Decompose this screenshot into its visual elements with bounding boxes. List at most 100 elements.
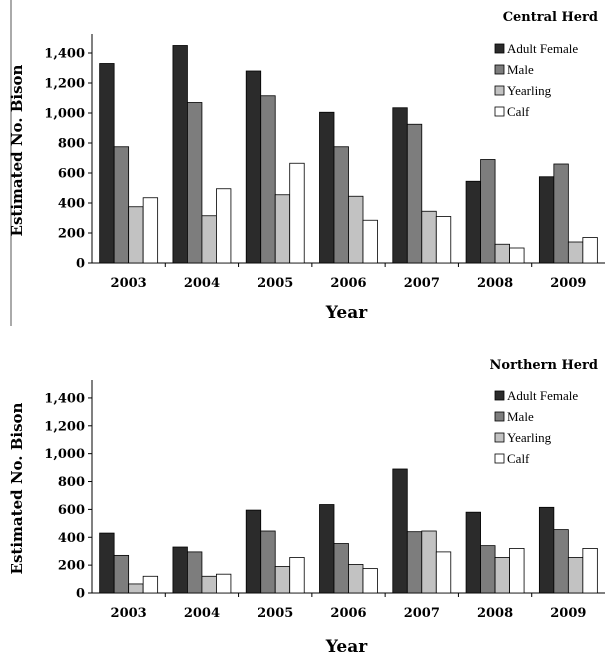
bar-male-2004: [187, 102, 203, 264]
bar-calf-2006: [362, 568, 378, 594]
bar-adult-female-2006: [319, 504, 335, 594]
legend-swatch-calf: [494, 106, 505, 117]
bar-male-2006: [333, 146, 349, 264]
chart-title: Northern Herd: [490, 358, 598, 373]
y-tick-label: 800: [58, 475, 85, 490]
bar-yearling-2005: [274, 566, 291, 594]
bar-calf-2008: [509, 548, 525, 594]
bar-adult-female-2005: [245, 70, 262, 264]
y-axis-title: Estimated No. Bison: [8, 64, 26, 236]
bar-adult-female-2008: [465, 180, 481, 264]
bar-yearling-2004: [201, 575, 217, 594]
y-tick-label: 0: [76, 587, 85, 602]
x-tick-label: 2009: [550, 276, 586, 291]
bar-male-2009: [553, 163, 569, 264]
bar-adult-female-2004: [172, 546, 188, 594]
y-tick-label: 400: [58, 197, 85, 212]
legend-label-adult-female: Adult Female: [507, 388, 578, 403]
x-tick-label: 2008: [477, 606, 513, 621]
y-tick-label: 800: [58, 137, 85, 152]
x-tick-label: 2007: [404, 606, 440, 621]
bar-male-2007: [406, 531, 423, 594]
bar-yearling-2006: [348, 564, 364, 594]
bar-adult-female-2009: [538, 176, 555, 264]
x-axis-title: Year: [325, 637, 368, 657]
bar-calf-2008: [509, 247, 525, 264]
bar-adult-female-2008: [465, 511, 481, 594]
x-tick-label: 2003: [111, 606, 147, 621]
bar-calf-2003: [142, 575, 159, 594]
legend-label-adult-female: Adult Female: [507, 41, 578, 56]
legend-label-yearling: Yearling: [507, 83, 552, 98]
bar-male-2007: [406, 123, 423, 264]
bar-calf-2004: [216, 188, 232, 264]
bar-adult-female-2007: [392, 468, 408, 594]
y-tick-label: 1,400: [44, 391, 85, 406]
bar-calf-2007: [435, 216, 452, 264]
bar-calf-2009: [582, 548, 598, 594]
bar-yearling-2004: [201, 215, 217, 264]
x-tick-label: 2005: [257, 606, 293, 621]
bar-male-2004: [187, 551, 203, 594]
bar-yearling-2009: [567, 241, 584, 264]
y-tick-label: 200: [58, 227, 85, 242]
x-tick-label: 2006: [330, 606, 366, 621]
bar-male-2005: [260, 530, 276, 594]
chart-title: Central Herd: [503, 10, 598, 25]
y-tick-label: 400: [58, 531, 85, 546]
legend-swatch-calf: [494, 453, 505, 464]
x-tick-label: 2008: [477, 276, 513, 291]
x-tick-label: 2004: [184, 276, 220, 291]
legend-swatch-adult-female: [494, 43, 505, 54]
y-tick-label: 600: [58, 167, 85, 182]
bar-calf-2005: [289, 557, 305, 594]
bar-yearling-2003: [128, 583, 144, 594]
bar-yearling-2006: [348, 195, 364, 264]
chart-panel-1: Central Herd 0 200 400 600 800 1,000 1,200 1,400…: [8, 0, 605, 326]
y-axis-title: Estimated No. Bison: [8, 402, 26, 574]
bar-yearling-2009: [567, 557, 584, 594]
y-tick-label: 0: [76, 257, 85, 272]
legend-label-male: Male: [507, 62, 534, 77]
y-tick-label: 1,200: [44, 419, 85, 434]
legend-swatch-male: [494, 411, 505, 422]
bar-calf-2005: [289, 162, 305, 264]
bar-calf-2003: [142, 197, 159, 264]
y-tick-label: 200: [58, 559, 85, 574]
y-tick-label: 1,000: [44, 447, 85, 462]
bar-calf-2006: [362, 219, 378, 264]
x-axis-title: Year: [325, 303, 368, 323]
bar-male-2006: [333, 543, 349, 594]
x-tick-label: 2006: [330, 276, 366, 291]
x-tick-label: 2007: [404, 276, 440, 291]
bar-male-2008: [480, 159, 496, 264]
x-tick-label: 2003: [111, 276, 147, 291]
legend-swatch-yearling: [494, 432, 505, 443]
y-tick-label: 1,000: [44, 107, 85, 122]
bar-yearling-2007: [421, 210, 437, 264]
bar-yearling-2003: [128, 206, 144, 264]
x-tick-label: 2004: [184, 606, 220, 621]
legend-swatch-male: [494, 64, 505, 75]
legend-label-calf: Calf: [507, 451, 530, 466]
legend-swatch-adult-female: [494, 390, 505, 401]
bar-adult-female-2006: [319, 111, 335, 264]
x-tick-label: 2005: [257, 276, 293, 291]
legend-swatch-yearling: [494, 85, 505, 96]
bar-adult-female-2005: [245, 509, 262, 594]
y-tick-label: 1,200: [44, 77, 85, 92]
legend-label-yearling: Yearling: [507, 430, 552, 445]
bar-yearling-2008: [494, 557, 510, 594]
bar-male-2008: [480, 545, 496, 594]
y-tick-label: 600: [58, 503, 85, 518]
bar-yearling-2005: [274, 194, 291, 264]
bar-male-2005: [260, 95, 276, 264]
bar-adult-female-2003: [99, 532, 115, 594]
legend-label-male: Male: [507, 409, 534, 424]
chart-panel-2: Northern Herd 0 200 400 600 800 1,000 1,200 1,40…: [8, 358, 605, 657]
x-tick-label: 2009: [550, 606, 586, 621]
bar-adult-female-2009: [538, 506, 555, 594]
bar-yearling-2008: [494, 243, 510, 264]
bar-calf-2009: [582, 237, 598, 264]
